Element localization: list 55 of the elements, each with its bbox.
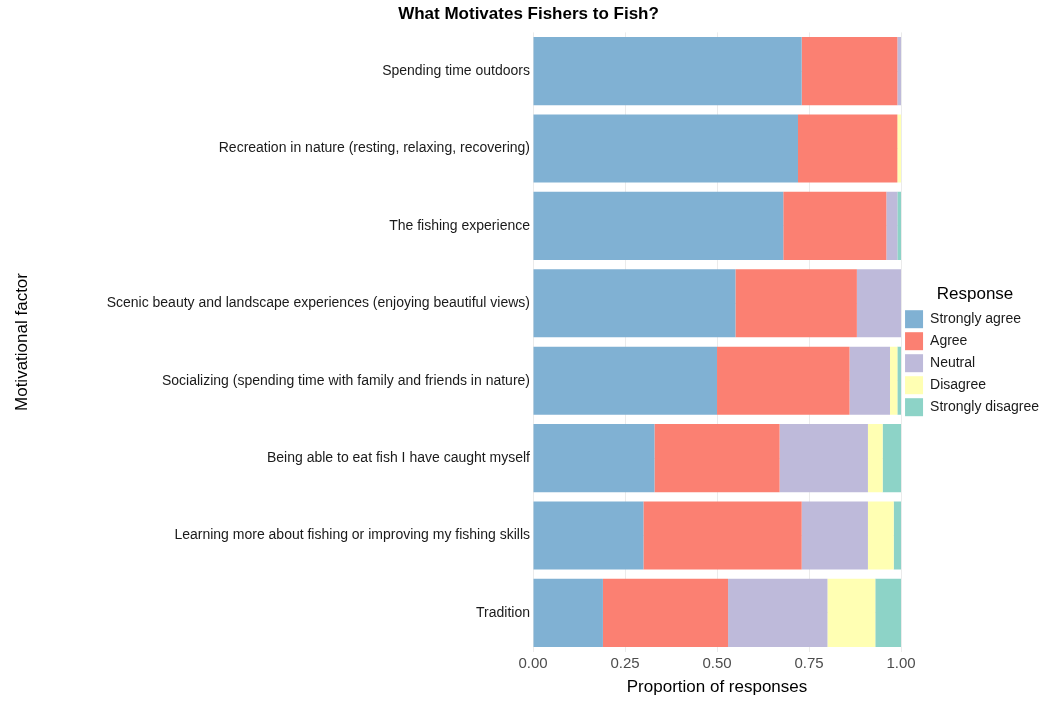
bar xyxy=(533,269,736,338)
bar xyxy=(827,578,876,647)
bar xyxy=(728,578,828,647)
bar xyxy=(897,114,902,183)
bar xyxy=(897,191,902,260)
y-tick-label: Socializing (spending time with family and friends in nature) xyxy=(161,371,530,388)
x-tick-label: 1.00 xyxy=(886,653,916,671)
x-axis-title: Proportion of responses xyxy=(626,677,808,697)
y-tick-label: Being able to eat fish I have caught myself xyxy=(266,448,531,465)
bar xyxy=(717,346,850,415)
bar xyxy=(654,424,780,493)
legend-label: Agree xyxy=(930,332,968,349)
bar xyxy=(798,114,898,183)
y-tick-label: Scenic beauty and landscape experiences (enjoying beautiful views) xyxy=(106,294,530,311)
legend-label: Disagree xyxy=(930,376,987,393)
y-tick-label: The fishing experience xyxy=(389,216,531,233)
bar xyxy=(867,424,883,493)
bar xyxy=(779,424,868,493)
bar xyxy=(533,578,603,647)
bar xyxy=(533,37,802,106)
bar xyxy=(801,501,868,570)
bar xyxy=(890,346,898,415)
bar xyxy=(856,269,902,338)
y-axis-title: Motivational factor xyxy=(11,272,31,411)
x-tick-label: 0.50 xyxy=(702,653,732,671)
y-tick-label: Recreation in nature (resting, relaxing, recovering) xyxy=(218,139,530,156)
bar xyxy=(875,578,902,647)
bar xyxy=(602,578,729,647)
bar xyxy=(783,191,887,260)
bar xyxy=(882,424,902,493)
bar xyxy=(735,269,857,338)
bar xyxy=(897,346,902,415)
bar xyxy=(897,37,902,106)
x-tick-label: 0.25 xyxy=(610,653,640,671)
chart-title: What Motivates Fishers to Fish? xyxy=(398,3,659,23)
bar xyxy=(849,346,891,415)
y-tick-label: Learning more about fishing or improving my fishing skills xyxy=(174,526,530,543)
bar xyxy=(533,424,655,493)
bar xyxy=(533,191,784,260)
x-tick-label: 0.75 xyxy=(794,653,824,671)
bar xyxy=(893,501,902,570)
x-tick-label: 0.00 xyxy=(518,653,548,671)
legend-label: Strongly agree xyxy=(930,310,1022,327)
legend-label: Strongly disagree xyxy=(930,398,1040,415)
legend-label: Neutral xyxy=(930,354,976,371)
bar xyxy=(801,37,898,106)
bar xyxy=(533,114,798,183)
bar xyxy=(533,346,718,415)
legend-title: Response xyxy=(936,283,1014,303)
bar xyxy=(867,501,894,570)
bar xyxy=(886,191,898,260)
y-tick-label: Tradition xyxy=(476,603,530,620)
bar xyxy=(533,501,644,570)
y-tick-label: Spending time outdoors xyxy=(382,61,530,78)
bar xyxy=(643,501,802,570)
